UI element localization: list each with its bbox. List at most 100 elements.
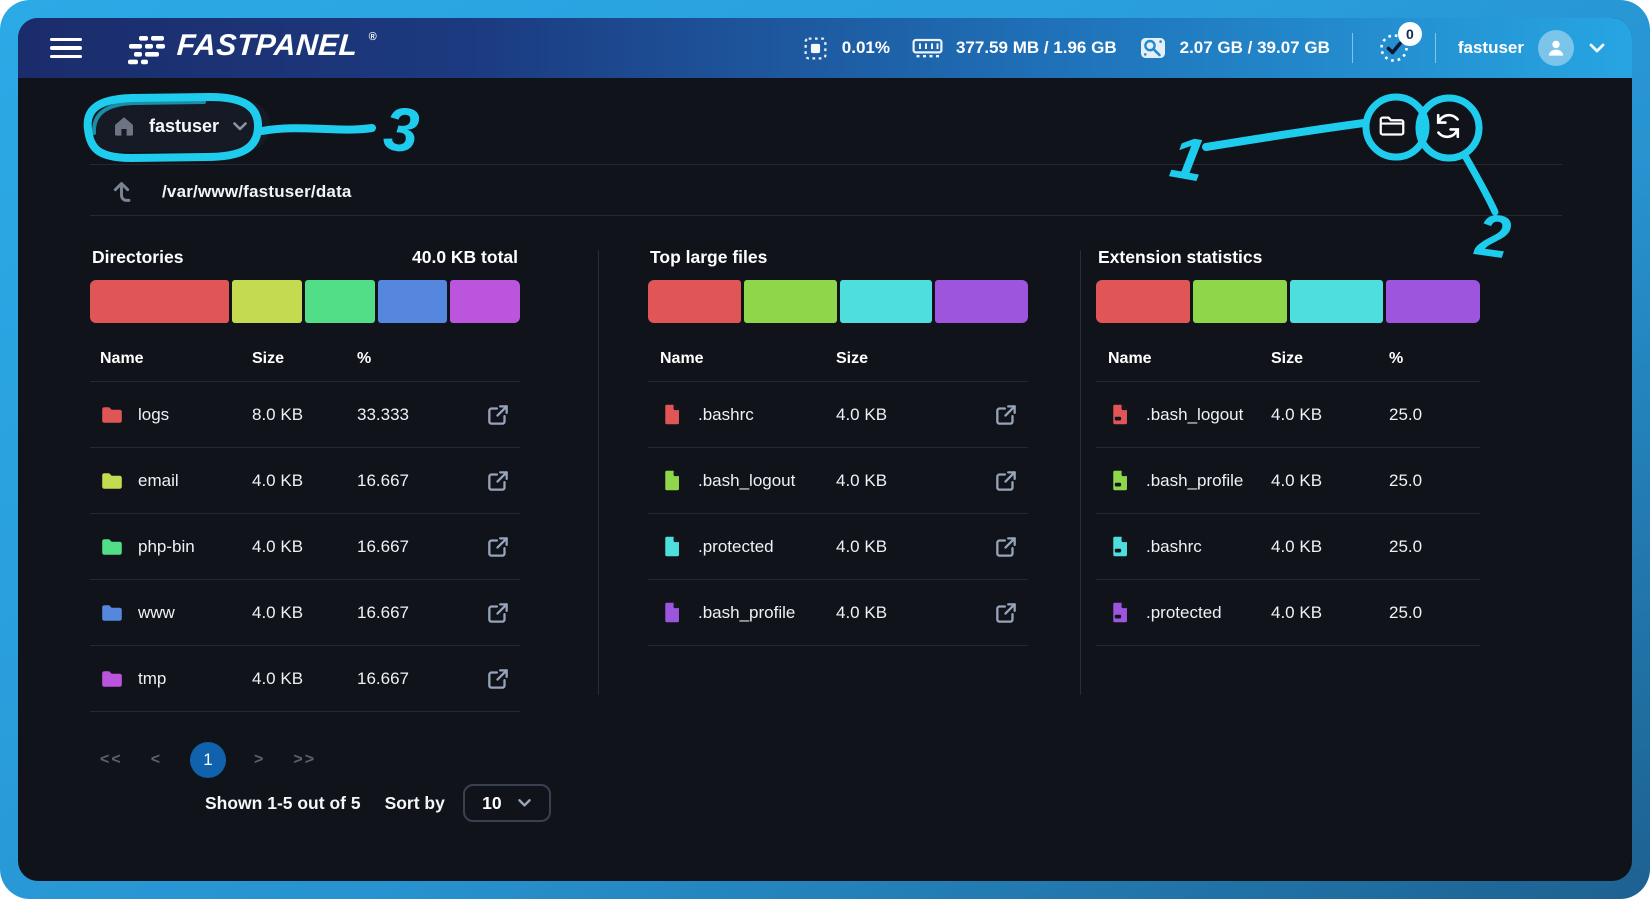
file-name: .bash_logout (698, 470, 796, 490)
divider (1434, 33, 1436, 63)
panel-title: Top large files (650, 247, 768, 267)
dir-pct: 16.667 (357, 470, 409, 490)
extension-size: 4.0 KB (1271, 404, 1323, 424)
extension-name: .bashrc (1146, 536, 1202, 556)
table-row: php-bin 4.0 KB 16.667 (90, 513, 520, 579)
folder-icon (100, 601, 124, 625)
fastpanel-logo[interactable]: FASTPANEL ® (126, 29, 377, 67)
extension-name: .bash_logout (1146, 404, 1244, 424)
fastpanel-logo-icon (126, 33, 168, 67)
open-file-button[interactable] (984, 468, 1028, 494)
file-size: 4.0 KB (836, 404, 888, 424)
open-directory-button[interactable] (476, 534, 520, 560)
ram-icon (912, 36, 943, 60)
chevron-down-icon (232, 120, 248, 133)
open-directory-button[interactable] (476, 468, 520, 494)
table-row: .protected 4.0 KB (648, 513, 1028, 579)
file-extension-icon (1108, 469, 1132, 493)
home-icon (112, 114, 136, 138)
column-header-name: Name (100, 350, 144, 367)
disk-icon (1139, 35, 1167, 61)
open-directory-button[interactable] (476, 600, 520, 626)
toolbar-actions (1376, 110, 1464, 142)
user-selector-label: fastuser (149, 115, 220, 136)
file-size: 4.0 KB (836, 602, 888, 622)
cpu-icon (802, 35, 829, 62)
pagination-summary: Shown 1-5 out of 5 (205, 792, 361, 813)
dir-name: logs (138, 404, 170, 424)
file-extension-icon (1108, 601, 1132, 625)
bar-segment (90, 280, 230, 323)
open-directory-button[interactable] (476, 402, 520, 428)
parent-directory-button[interactable] (108, 179, 135, 206)
system-stats: 0.01% 377.59 MB / 1.96 GB (802, 22, 1632, 67)
user-selector-dropdown[interactable]: fastuser (90, 100, 271, 152)
extensions-usage-bar (1096, 280, 1480, 323)
open-directory-button[interactable] (476, 666, 520, 692)
prev-page-button[interactable]: < (150, 751, 163, 768)
column-header-size: Size (1271, 350, 1304, 367)
dir-name: email (138, 470, 179, 490)
file-size: 4.0 KB (836, 470, 888, 490)
bar-segment (648, 280, 741, 323)
file-icon (660, 535, 684, 559)
dir-pct: 33.333 (357, 404, 409, 424)
extension-name: .bash_profile (1146, 470, 1244, 490)
top-files-panel: Top large files Name Size .bashrc 4.0 KB… (648, 245, 1028, 646)
first-page-button[interactable]: << (100, 751, 123, 768)
dir-size: 4.0 KB (252, 536, 304, 556)
file-icon (660, 601, 684, 625)
page-size-select[interactable]: 10 (462, 784, 551, 822)
extension-pct: 25.0 (1389, 470, 1423, 490)
dir-pct: 16.667 (357, 602, 409, 622)
dir-name: tmp (138, 668, 167, 688)
open-file-button[interactable] (984, 600, 1028, 626)
memory-stat: 377.59 MB / 1.96 GB (912, 36, 1117, 60)
cpu-value: 0.01% (841, 38, 890, 57)
table-row: .bash_logout 4.0 KB 25.0 (1096, 382, 1480, 447)
table-row: email 4.0 KB 16.667 (90, 447, 520, 513)
bar-segment (1289, 280, 1384, 323)
table-row: tmp 4.0 KB 16.667 (90, 645, 520, 711)
extension-size: 4.0 KB (1271, 536, 1323, 556)
file-extension-icon (1108, 403, 1132, 427)
panel-title: Directories (92, 247, 184, 267)
bar-segment (935, 280, 1028, 323)
bar-segment (1386, 280, 1480, 323)
current-page-button[interactable]: 1 (190, 742, 227, 778)
column-header-pct: % (1389, 350, 1404, 367)
sort-by-label: Sort by (384, 792, 445, 813)
pagination-summary-row: Shown 1-5 out of 5 Sort by 10 (205, 783, 551, 823)
dir-name: php-bin (138, 536, 195, 556)
chevron-down-icon (517, 799, 531, 807)
file-name: .bashrc (698, 404, 754, 424)
bar-segment (1096, 280, 1190, 323)
notifications-button[interactable]: 0 (1375, 22, 1422, 67)
dir-size: 4.0 KB (252, 668, 304, 688)
file-name: .protected (698, 536, 774, 556)
bar-segment (743, 280, 837, 323)
bar-segment (377, 280, 448, 323)
extension-pct: 25.0 (1389, 602, 1423, 622)
notification-badge: 0 (1397, 22, 1422, 46)
table-row: .bash_logout 4.0 KB (648, 447, 1028, 513)
last-page-button[interactable]: >> (293, 751, 317, 768)
next-page-button[interactable]: > (254, 751, 266, 768)
dir-pct: 16.667 (357, 668, 409, 688)
open-file-button[interactable] (984, 402, 1028, 428)
file-icon (660, 403, 684, 427)
panel-divider (1080, 250, 1081, 695)
bar-segment (232, 280, 302, 323)
bar-segment (450, 280, 520, 323)
user-menu[interactable]: fastuser (1458, 30, 1606, 66)
refresh-button[interactable] (1432, 110, 1464, 142)
disk-stat: 2.07 GB / 39.07 GB (1139, 35, 1330, 61)
open-file-button[interactable] (984, 534, 1028, 560)
extension-size: 4.0 KB (1271, 602, 1323, 622)
top-files-usage-bar (648, 280, 1028, 323)
divider (90, 164, 1562, 165)
cpu-stat: 0.01% (802, 35, 890, 62)
file-manager-button[interactable] (1376, 110, 1408, 142)
hamburger-menu-button[interactable] (50, 38, 82, 58)
table-row: .bash_profile 4.0 KB (648, 579, 1028, 645)
